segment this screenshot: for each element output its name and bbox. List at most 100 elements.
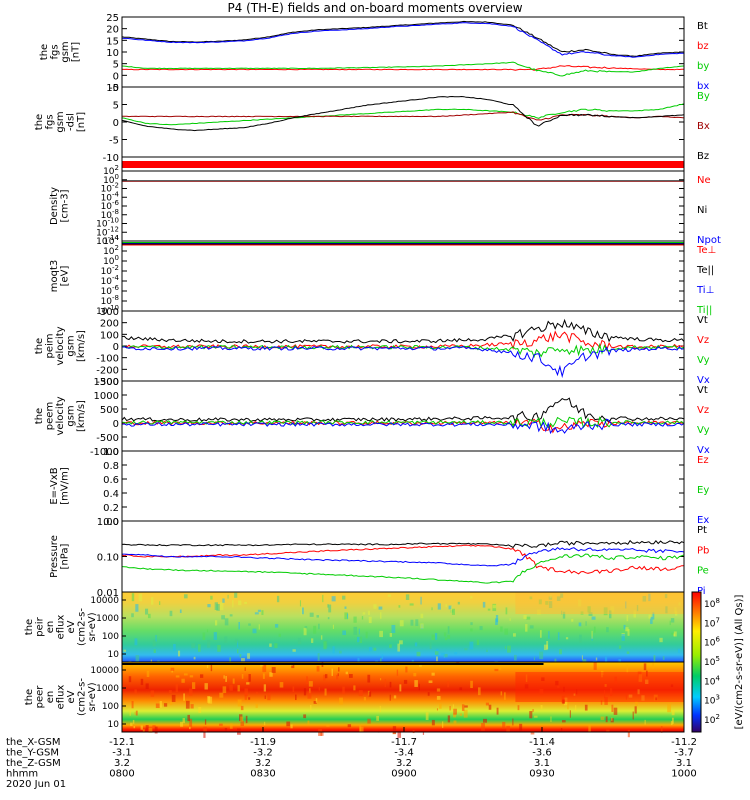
panel-9-texture <box>444 637 448 641</box>
panel-10-texture <box>204 719 207 725</box>
panel-6-ylabel: [km/s] <box>76 400 87 432</box>
panel-9-texture <box>257 609 261 612</box>
panel-5-ytick: 300 <box>100 307 119 318</box>
panel-9-texture <box>229 657 232 663</box>
panel-9-texture <box>671 632 675 635</box>
panel-2-ylabel: the <box>34 114 45 130</box>
panel-6-ytick: 1000 <box>94 391 119 402</box>
panel-9-texture <box>183 594 188 599</box>
panel-10-texture <box>155 703 160 709</box>
panel-10-texture <box>436 708 438 711</box>
panel-9-texture <box>378 606 383 610</box>
panel-9-texture <box>365 631 368 639</box>
panel-10-texture <box>187 714 191 722</box>
panel-10-texture <box>189 675 194 678</box>
panel-10-texture <box>359 726 364 732</box>
panel-10-texture <box>588 724 591 732</box>
panel-9-texture <box>232 600 234 608</box>
panel-9-texture <box>486 649 488 653</box>
panel-10-texture <box>670 721 673 726</box>
panel-5-ylabel: gsm <box>66 335 77 356</box>
panel-6-series-Vx <box>121 418 685 435</box>
panel-9-texture <box>177 650 181 657</box>
panel-10-texture <box>557 685 560 688</box>
panel-9-texture <box>373 604 377 609</box>
panel-10-texture <box>389 681 392 688</box>
panel-4-legend-Te||: Te|| <box>696 265 714 276</box>
panel-10-texture <box>485 702 489 706</box>
panel-3-ytick: 100 <box>103 173 119 186</box>
panel-6-ytick: 1500 <box>94 377 119 388</box>
panel-5-legend-Vz: Vz <box>697 335 709 346</box>
panel-10-texture <box>611 704 614 712</box>
panel-9-texture <box>227 594 229 599</box>
x-tick-y_gsm: -3.2 <box>253 748 273 759</box>
panel-10-texture <box>203 726 207 733</box>
panel-10-texture <box>171 669 173 673</box>
x-row-label: hhmm <box>6 769 38 780</box>
panel-9-texture <box>653 655 656 663</box>
panel-10-texture <box>310 705 312 711</box>
panel-1-ytick: 0 <box>113 71 119 82</box>
x-tick-x_gsm: -11.9 <box>250 737 276 748</box>
panel-10-texture <box>245 715 248 724</box>
panel-10-texture <box>363 696 366 701</box>
panel-9-texture <box>565 637 569 640</box>
panel-10-texture <box>225 675 227 682</box>
panel-9-ytick: 100 <box>102 632 119 642</box>
panel-5-ytick: 0 <box>113 342 119 353</box>
panel-9-texture <box>357 657 360 665</box>
panel-9-texture <box>301 607 304 615</box>
x-tick-hhmm: 0800 <box>109 769 134 780</box>
panel-9-texture <box>389 644 392 648</box>
panel-1-ytick: 10 <box>106 48 119 59</box>
panel-10-texture <box>563 686 565 692</box>
panel-9-texture <box>593 626 596 633</box>
status-bar <box>122 161 684 168</box>
panel-10-texture <box>267 693 271 701</box>
panel-10-texture <box>539 689 544 695</box>
panel-9-texture <box>391 624 396 633</box>
panel-10-texture <box>189 726 191 730</box>
panel-10-texture <box>309 688 311 694</box>
panel-3-legend-Ne: Ne <box>697 175 711 186</box>
panel-3-ylabel: Density <box>49 187 60 225</box>
panel-10-texture <box>670 684 674 688</box>
panel-6-frame <box>121 380 685 452</box>
panel-9-texture <box>435 656 438 662</box>
panel-6-legend-Vt: Vt <box>697 385 708 396</box>
panel-9-texture <box>131 613 134 618</box>
panel-2-ytick: 5 <box>113 101 119 112</box>
panel-10-texture <box>482 718 487 723</box>
panel-10-texture <box>128 676 132 683</box>
panel-9-texture <box>579 634 582 643</box>
panel-9-texture <box>276 595 280 603</box>
panel-9-texture <box>238 600 242 606</box>
panel-10-texture <box>208 696 213 704</box>
panel-9-ylabel: sr-eV) <box>87 612 98 641</box>
panel-2-legend-Bx: Bx <box>697 121 710 132</box>
panel-9-texture <box>217 645 221 652</box>
panel-7-legend-Ex: Ex <box>697 515 709 526</box>
panel-9-texture <box>450 605 453 613</box>
panel-10-texture <box>453 720 457 724</box>
panel-8-ylabel: Pressure <box>49 535 60 578</box>
panel-10-texture <box>637 689 640 695</box>
panel-9-texture <box>244 601 248 604</box>
panel-10-texture <box>308 681 313 687</box>
panel-10-texture <box>353 685 356 691</box>
panel-10-texture <box>237 699 242 707</box>
panel-10-texture <box>525 674 528 682</box>
panel-9-ylabel: peir <box>35 616 46 636</box>
panel-10-texture <box>182 718 186 724</box>
panel-10-texture <box>237 685 240 692</box>
panel-9-texture <box>237 640 239 648</box>
panel-10-hot-region <box>515 672 684 702</box>
panel-10-texture <box>643 663 647 671</box>
panel-9-ylabel: (cm2-s- <box>77 608 88 646</box>
panel-9-texture <box>380 612 382 619</box>
panel-1-legend-bx: bx <box>697 81 709 92</box>
panel-10-texture <box>345 671 348 675</box>
panel-9-texture <box>652 612 655 620</box>
panel-4-ytick: 10-6 <box>101 284 120 297</box>
